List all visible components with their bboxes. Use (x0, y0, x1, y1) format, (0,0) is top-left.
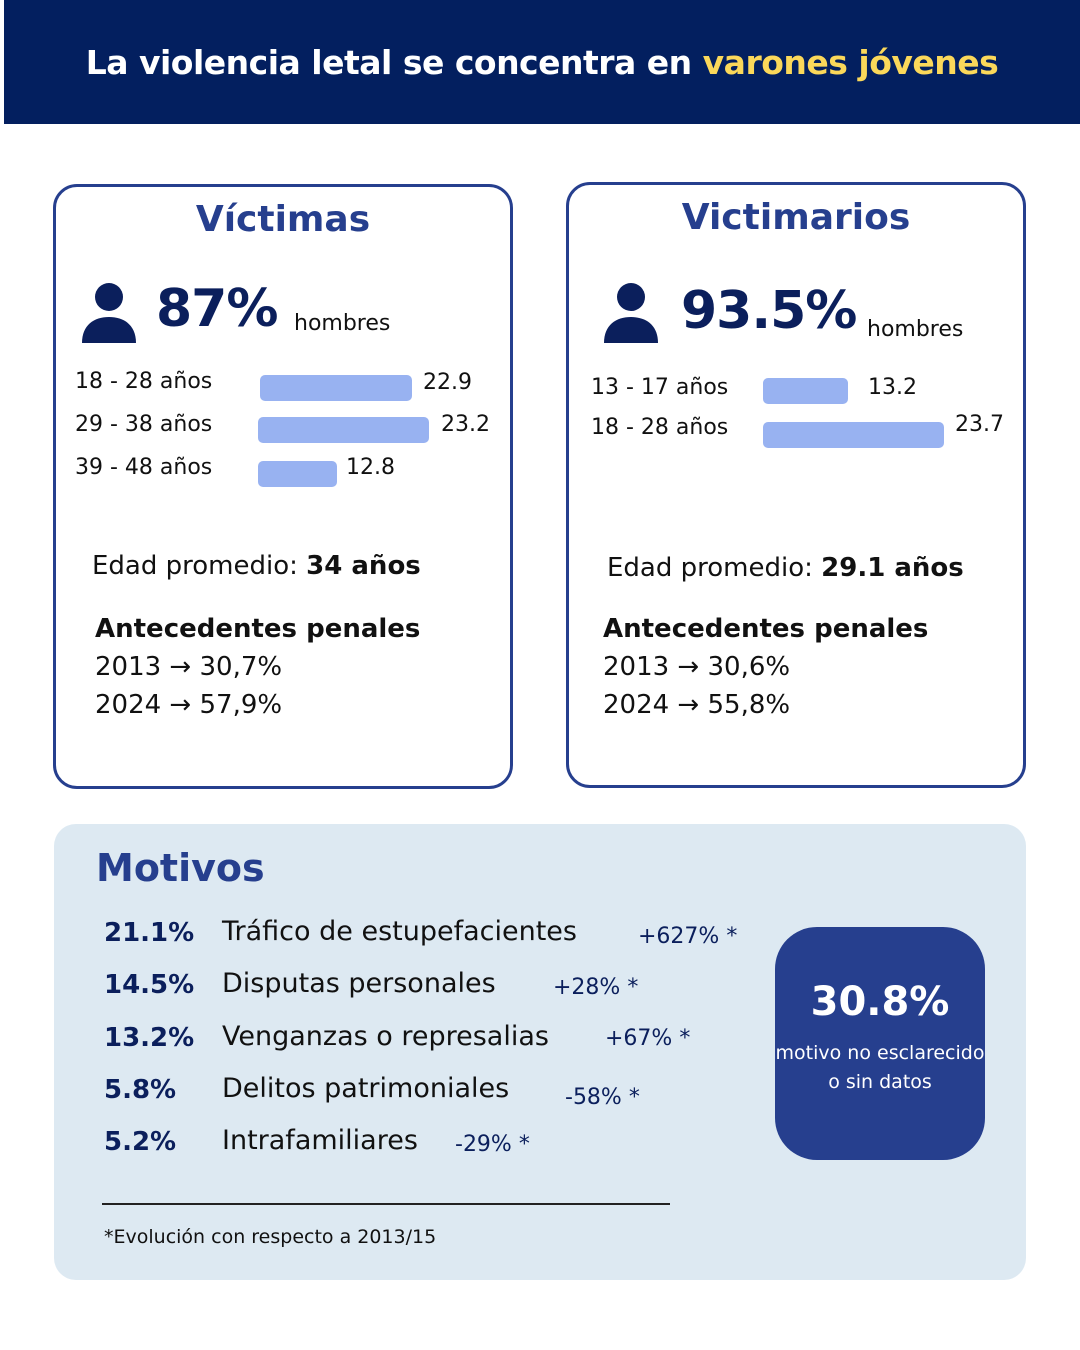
age-label: 18 - 28 años (75, 369, 213, 394)
motivos-title: Motivos (96, 846, 265, 890)
edad-promedio: Edad promedio: 29.1 años (607, 553, 964, 583)
age-label: 39 - 48 años (75, 455, 213, 480)
unknown-description: motivo no esclarecido o sin datos (775, 1042, 985, 1093)
victimas-card: Víctimas 87% hombres 18 - 28 años 22.9 2… (53, 184, 513, 789)
motivo-label: Disputas personales (222, 968, 496, 999)
antecedentes-line: 2024 → 57,9% (95, 690, 283, 720)
motivos-panel: Motivos 21.1% Tráfico de estupefacientes… (54, 824, 1026, 1280)
antecedentes-line: 2013 → 30,6% (603, 652, 791, 682)
pct-hombres: 87% (156, 279, 278, 339)
pct-hombres: 93.5% (681, 281, 857, 341)
page-title: La violencia letal se concentra en varon… (86, 43, 999, 82)
card-title: Víctimas (195, 199, 371, 240)
hombres-label: hombres (867, 317, 964, 342)
age-label: 13 - 17 años (591, 375, 729, 400)
motivo-pct: 5.8% (104, 1075, 177, 1105)
antecedentes-title: Antecedentes penales (603, 614, 929, 644)
age-bar (258, 461, 337, 487)
edad-value: 34 años (306, 551, 421, 581)
edad-promedio: Edad promedio: 34 años (92, 551, 421, 581)
age-label: 18 - 28 años (591, 415, 729, 440)
hombres-label: hombres (294, 311, 391, 336)
antecedentes-title: Antecedentes penales (95, 614, 421, 644)
motivo-change: +67% * (605, 1026, 691, 1051)
edad-value: 29.1 años (821, 553, 964, 583)
age-value: 13.2 (868, 375, 917, 400)
victimarios-card: Victimarios 93.5% hombres 13 - 17 años 1… (566, 182, 1026, 788)
footnote: *Evolución con respecto a 2013/15 (104, 1226, 437, 1248)
age-value: 22.9 (423, 370, 472, 395)
motivo-change: -29% * (455, 1132, 530, 1157)
person-icon (602, 281, 660, 343)
motivo-label: Delitos patrimoniales (222, 1073, 510, 1104)
title-text: La violencia letal se concentra en (85, 42, 703, 82)
motivo-pct: 14.5% (104, 970, 195, 1000)
unknown-pct: 30.8% (810, 979, 950, 1025)
age-bar (763, 422, 944, 448)
motivo-label: Intrafamiliares (222, 1125, 418, 1156)
divider (102, 1203, 670, 1205)
age-bar (763, 378, 848, 404)
age-value: 23.2 (441, 412, 490, 437)
antecedentes-line: 2013 → 30,7% (95, 652, 283, 682)
person-icon (80, 281, 138, 343)
motivo-change: -58% * (565, 1085, 640, 1110)
card-title: Victimarios (681, 197, 911, 238)
motivo-label: Venganzas o represalias (222, 1021, 549, 1052)
motivo-pct: 21.1% (104, 918, 195, 948)
motivo-pct: 5.2% (104, 1127, 177, 1157)
motivo-label: Tráfico de estupefacientes (222, 916, 577, 947)
motivo-pct: 13.2% (104, 1023, 195, 1053)
age-label: 29 - 38 años (75, 412, 213, 437)
age-bar (258, 417, 429, 443)
motivo-change: +28% * (553, 975, 639, 1000)
header-banner: La violencia letal se concentra en varon… (4, 0, 1080, 124)
age-bar (260, 375, 412, 401)
age-value: 23.7 (955, 412, 1004, 437)
title-highlight: varones jóvenes (702, 42, 999, 82)
age-value: 12.8 (346, 455, 395, 480)
motivo-change: +627% * (638, 924, 738, 949)
unknown-motive-badge: 30.8% motivo no esclarecido o sin datos (775, 927, 985, 1160)
antecedentes-line: 2024 → 55,8% (603, 690, 791, 720)
